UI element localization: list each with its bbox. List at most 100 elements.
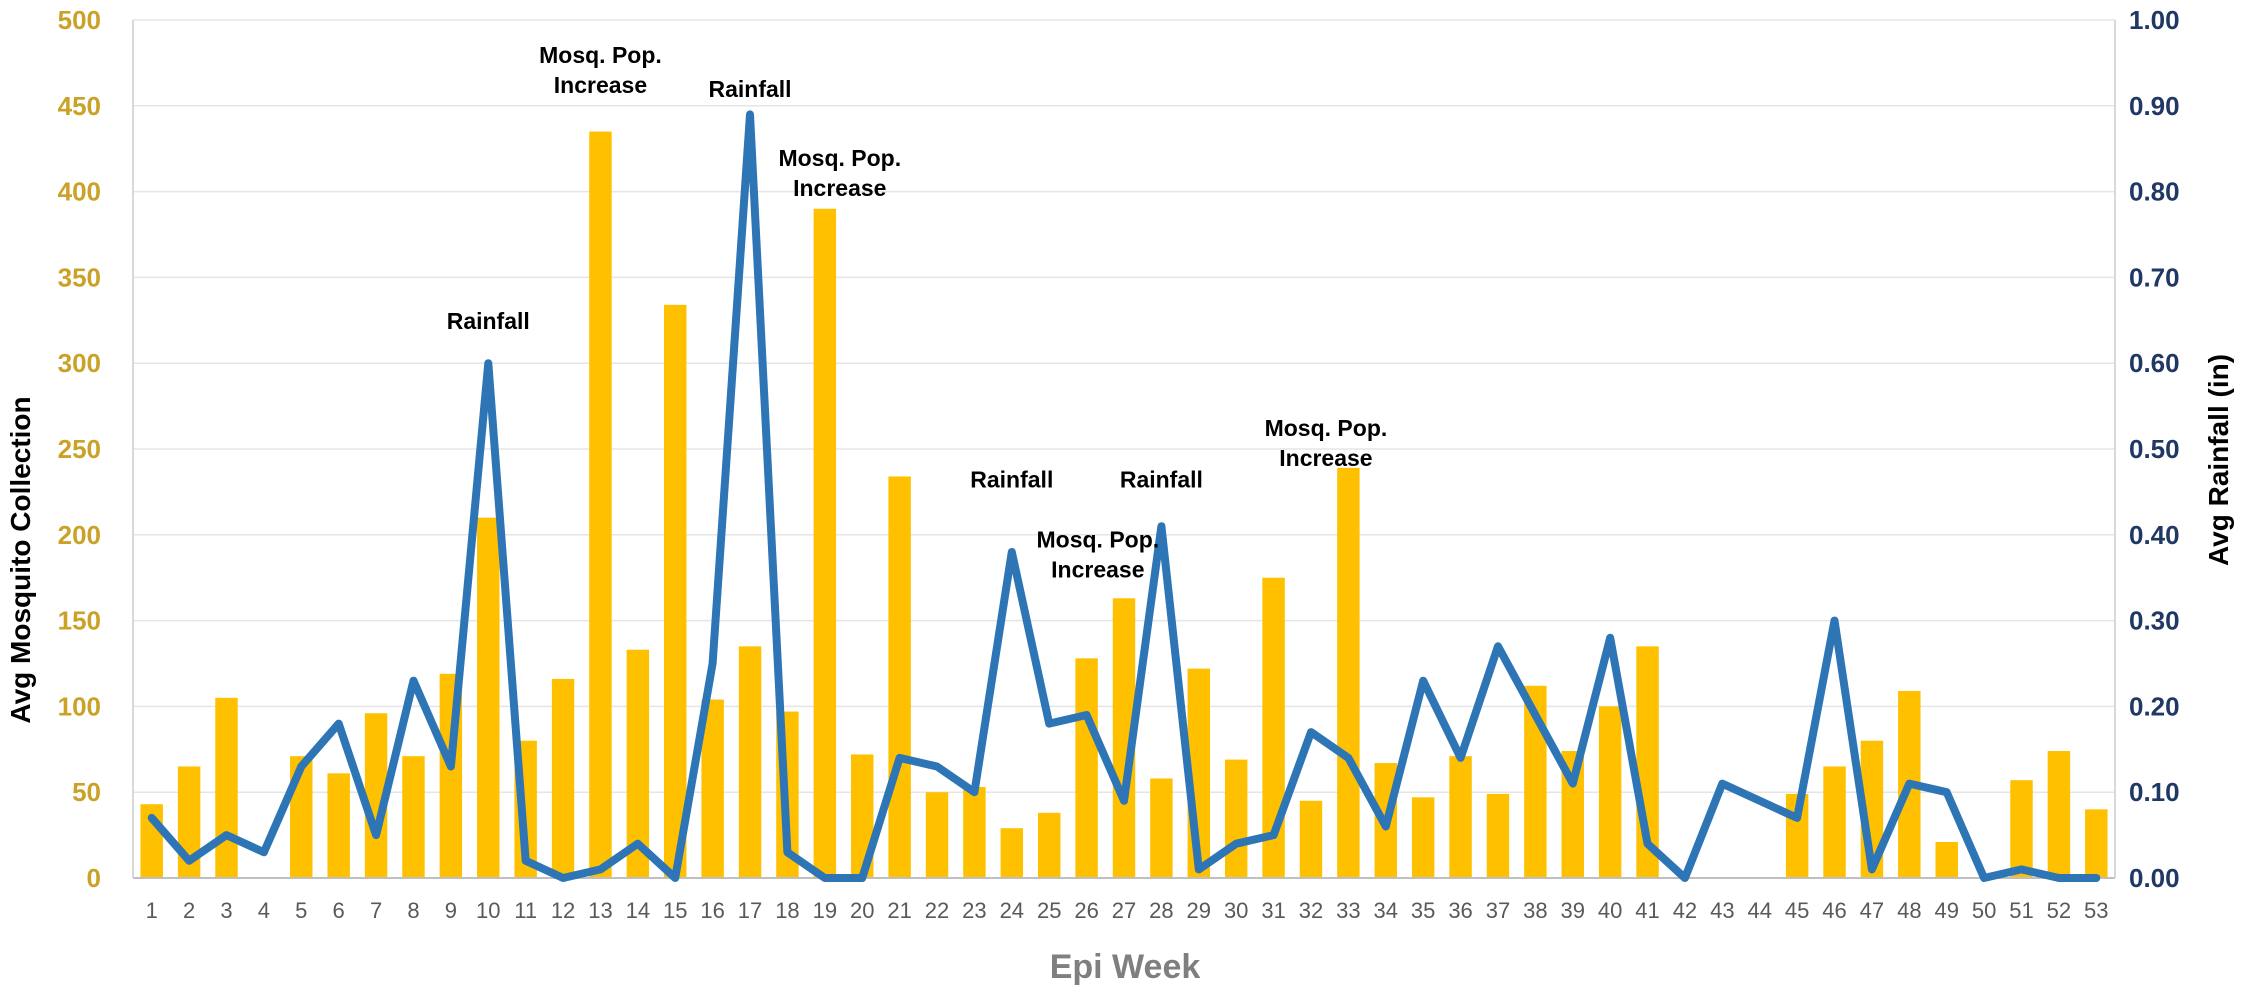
bar-week-13: [589, 131, 612, 879]
x-tick-label: 1: [146, 898, 158, 923]
annotation-label: Mosq. Pop. Increase: [539, 42, 662, 98]
bar-week-49: [1935, 841, 1958, 878]
x-tick-label: 39: [1561, 898, 1585, 923]
bar-week-36: [1449, 756, 1472, 878]
bar-week-37: [1486, 793, 1510, 878]
bar-week-38: [1524, 685, 1547, 878]
left-axis-ticks: 0 50 100 150 200 250 300 350 400 450 500: [58, 5, 101, 893]
bar-week-19: [813, 208, 837, 878]
x-tick-label: 37: [1486, 898, 1510, 923]
left-tick-label: 400: [58, 177, 101, 207]
bar-week-24: [1000, 828, 1024, 878]
left-tick-label: 100: [58, 691, 101, 721]
annotation-label: Rainfall: [970, 467, 1053, 493]
annotation-label: Mosq. Pop. Increase: [1265, 415, 1388, 471]
left-tick-label: 300: [58, 348, 101, 378]
bar-week-7: [364, 713, 388, 878]
right-tick-label: 0.30: [2129, 606, 2180, 636]
right-tick-label: 0.40: [2129, 520, 2180, 550]
x-tick-label: 51: [2009, 898, 2033, 923]
x-tick-label: 12: [551, 898, 575, 923]
x-tick-label: 42: [1673, 898, 1697, 923]
x-tick-label: 41: [1635, 898, 1659, 923]
left-tick-label: 0: [87, 863, 101, 893]
x-tick-label: 23: [962, 898, 986, 923]
x-tick-label: 31: [1261, 898, 1285, 923]
right-axis-ticks: 0.00 0.10 0.20 0.30 0.40 0.50 0.60 0.70 0.80 0.90…: [2129, 5, 2180, 893]
x-tick-label: 3: [220, 898, 232, 923]
bar-week-8: [402, 756, 425, 878]
bar-week-10: [477, 517, 500, 878]
bar-week-16: [701, 699, 724, 878]
x-tick-label: 17: [738, 898, 762, 923]
x-tick-label: 2: [183, 898, 195, 923]
x-tick-label: 20: [850, 898, 874, 923]
x-tick-label: 10: [476, 898, 500, 923]
x-tick-label: 9: [445, 898, 457, 923]
x-tick-label: 4: [258, 898, 270, 923]
annotation-label: Rainfall: [708, 76, 791, 102]
bar-week-31: [1262, 577, 1285, 878]
x-axis-ticks: 1 2 3 4 5 6 7 8 9 10 11 12 13 14 15 16 17 18 19 20 21 22 23 24 2…: [146, 898, 2109, 923]
x-tick-label: 8: [407, 898, 419, 923]
right-tick-label: 0.60: [2129, 348, 2180, 378]
x-tick-label: 25: [1037, 898, 1061, 923]
annotation-label: Mosq. Pop. Increase: [778, 145, 901, 201]
bar-week-25: [1037, 812, 1061, 878]
bar-week-39: [1561, 751, 1584, 878]
right-tick-label: 1.00: [2129, 5, 2180, 35]
left-tick-label: 150: [58, 606, 101, 636]
x-tick-label: 32: [1299, 898, 1323, 923]
bar-week-32: [1299, 800, 1323, 878]
bar-week-14: [626, 649, 650, 878]
bar-series-mosquito: [140, 131, 2108, 879]
x-tick-label: 47: [1860, 898, 1884, 923]
bar-week-53: [2085, 809, 2108, 878]
right-tick-label: 0.50: [2129, 434, 2180, 464]
bar-week-15: [664, 304, 687, 879]
x-tick-label: 16: [700, 898, 724, 923]
x-tick-label: 27: [1112, 898, 1136, 923]
bar-week-51: [2010, 780, 2033, 878]
left-axis-title: Avg Mosquito Collection: [5, 396, 36, 723]
x-tick-label: 45: [1785, 898, 1809, 923]
bar-week-40: [1598, 706, 1622, 878]
left-tick-label: 250: [58, 434, 101, 464]
right-tick-label: 0.70: [2129, 262, 2180, 292]
right-tick-label: 0.80: [2129, 177, 2180, 207]
x-tick-label: 43: [1710, 898, 1734, 923]
bar-week-21: [888, 476, 911, 878]
x-tick-label: 38: [1523, 898, 1547, 923]
x-tick-label: 33: [1336, 898, 1360, 923]
left-tick-label: 50: [72, 777, 101, 807]
annotation-label: Mosq. Pop. Increase: [1036, 527, 1159, 583]
bar-week-28: [1150, 778, 1173, 878]
bar-week-22: [925, 792, 949, 878]
right-axis-title: Avg Rainfall (in): [2203, 354, 2234, 566]
x-tick-label: 22: [925, 898, 949, 923]
x-tick-label: 6: [333, 898, 345, 923]
x-tick-label: 19: [813, 898, 837, 923]
line-series-rainfall: [147, 110, 2101, 882]
bar-week-3: [215, 697, 238, 878]
bar-week-27: [1112, 598, 1136, 878]
bar-week-33: [1337, 467, 1360, 878]
x-tick-label: 26: [1074, 898, 1098, 923]
x-tick-label: 48: [1897, 898, 1921, 923]
x-axis-title: Epi Week: [1050, 948, 1201, 986]
bar-week-6: [327, 773, 350, 878]
left-tick-label: 450: [58, 91, 101, 121]
right-tick-label: 0.10: [2129, 777, 2180, 807]
x-tick-label: 5: [295, 898, 307, 923]
right-tick-label: 0.90: [2129, 91, 2180, 121]
x-tick-label: 36: [1448, 898, 1472, 923]
bar-week-52: [2047, 751, 2071, 878]
annotation-label: Rainfall: [447, 308, 530, 334]
x-tick-label: 49: [1934, 898, 1958, 923]
x-tick-label: 44: [1747, 898, 1771, 923]
x-tick-label: 28: [1149, 898, 1173, 923]
bar-week-23: [963, 787, 986, 878]
x-tick-label: 34: [1374, 898, 1398, 923]
left-tick-label: 200: [58, 520, 101, 550]
x-tick-label: 13: [588, 898, 612, 923]
